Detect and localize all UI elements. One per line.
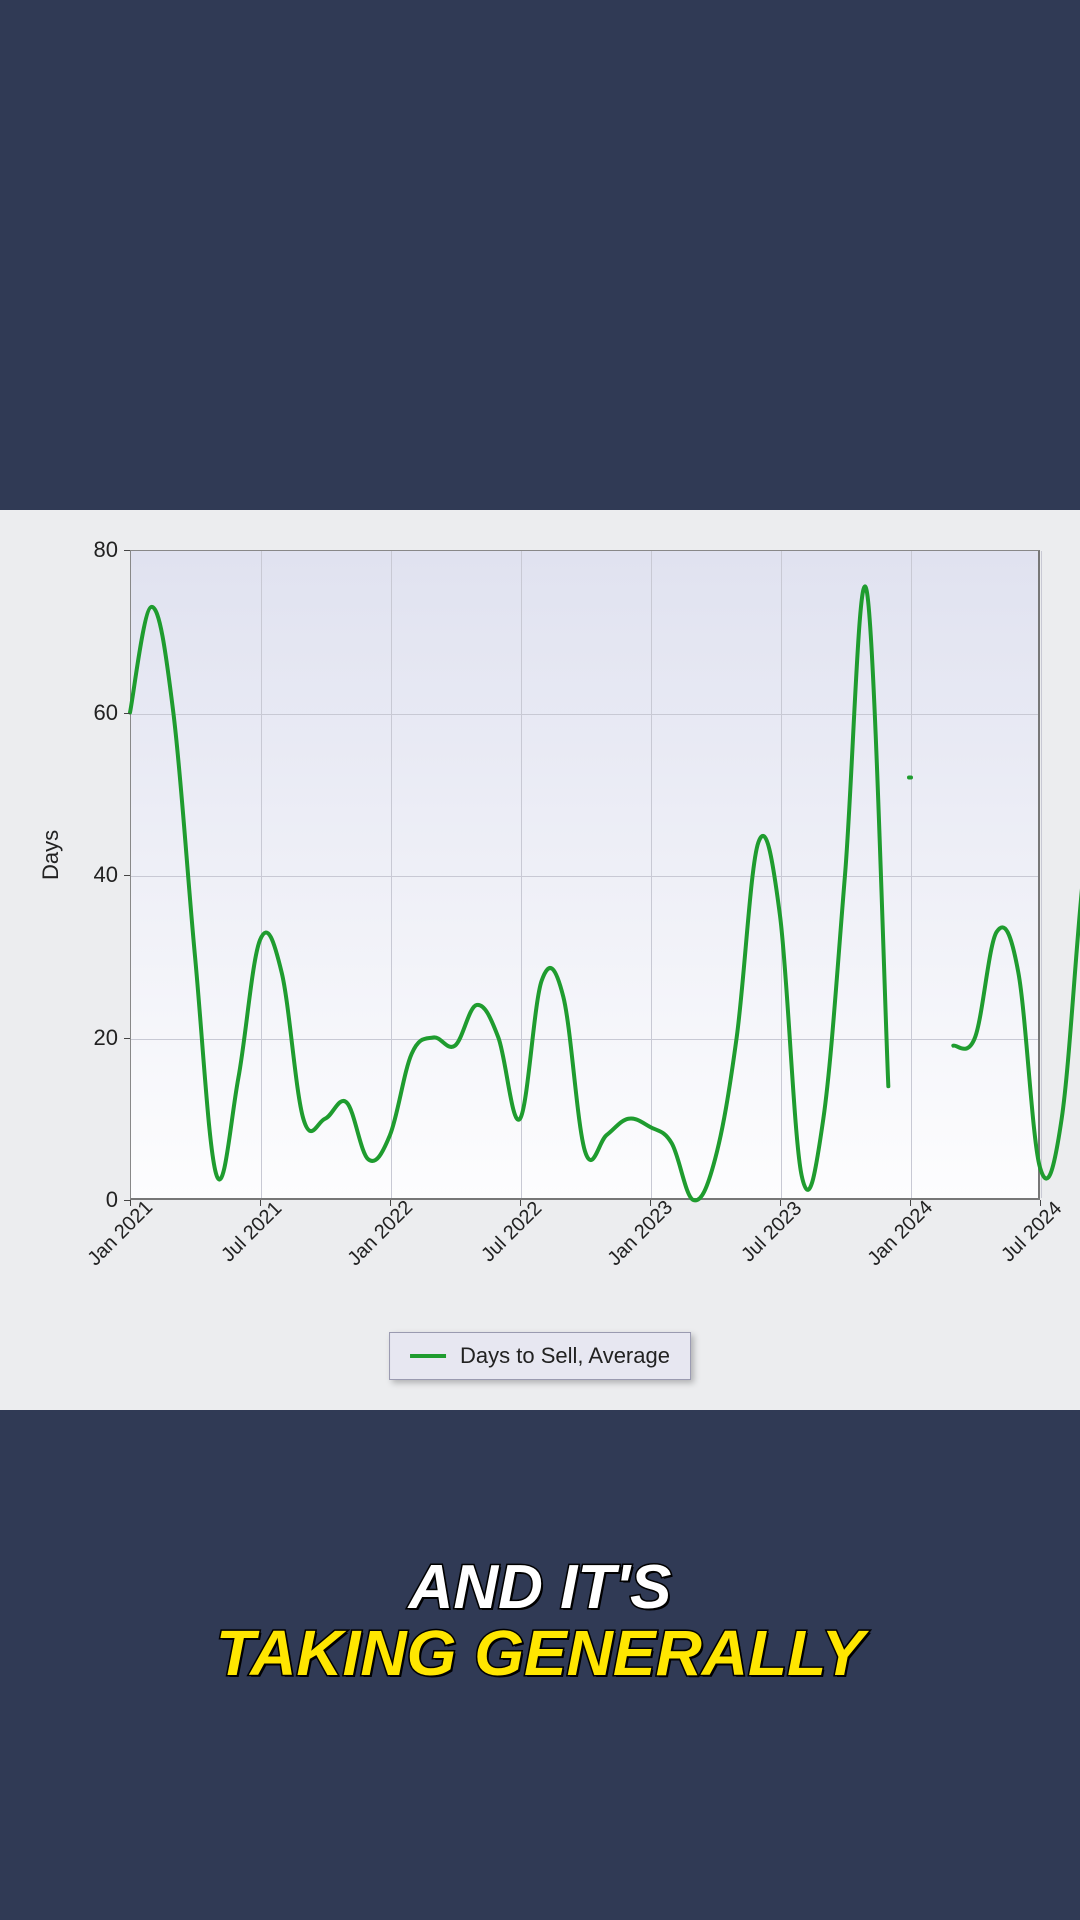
y-tick: 0 [106,1187,118,1213]
x-tick: Jan 2021 [83,1196,157,1270]
x-tick: Jul 2021 [217,1197,287,1267]
x-tick: Jan 2024 [863,1196,937,1270]
y-tick: 80 [94,537,118,563]
x-tick: Jan 2023 [603,1196,677,1270]
y-tick: 40 [94,862,118,888]
legend: Days to Sell, Average [389,1332,691,1380]
y-axis-label: Days [38,830,64,880]
line-series [130,550,1040,1200]
chart-panel: Days 020406080Jan 2021Jul 2021Jan 2022Ju… [0,510,1080,1410]
legend-swatch [410,1354,446,1358]
x-tick: Jul 2023 [737,1197,807,1267]
caption-line-2: TAKING GENERALLY [0,1620,1080,1687]
caption-overlay: AND IT'S TAKING GENERALLY [0,1555,1080,1687]
plot-area: 020406080Jan 2021Jul 2021Jan 2022Jul 202… [130,550,1040,1200]
caption-line-1: AND IT'S [0,1555,1080,1620]
y-tick: 20 [94,1025,118,1051]
legend-label: Days to Sell, Average [460,1343,670,1369]
x-tick: Jan 2022 [343,1196,417,1270]
x-tick: Jul 2024 [997,1197,1067,1267]
x-tick: Jul 2022 [477,1197,547,1267]
y-tick: 60 [94,700,118,726]
